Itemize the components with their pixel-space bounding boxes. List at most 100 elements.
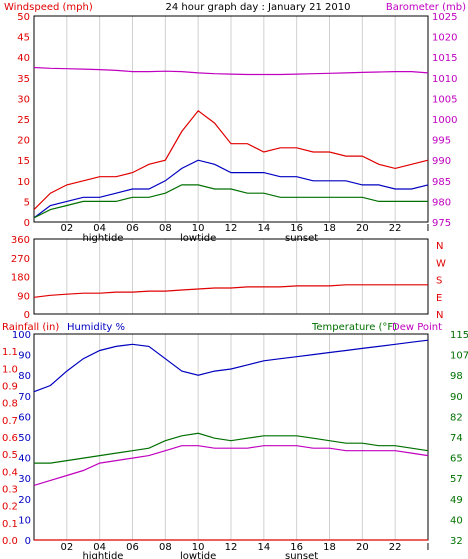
x-tick-label: 08 xyxy=(159,542,172,553)
x-tick-label: 18 xyxy=(323,223,336,234)
barometer-axis-label: Barometer (mb) xyxy=(386,2,466,13)
wind-panel-frame xyxy=(33,15,429,223)
temperature-tick-label: 90 xyxy=(450,392,463,403)
rain-tick-label: 0.3 xyxy=(2,485,18,496)
series-direction xyxy=(33,284,428,298)
y-tick-label: 30 xyxy=(17,94,30,105)
humidity-tick-label: 40 xyxy=(18,454,31,465)
y2-tick-label: 1010 xyxy=(432,74,457,85)
y2-tick-label: 995 xyxy=(432,136,451,147)
humidity-tick-label: 30 xyxy=(18,474,31,485)
rain-tick-label: 0.6 xyxy=(2,433,18,444)
rain-tick-label: 0.9 xyxy=(2,382,18,393)
temperature-tick-label: 115 xyxy=(450,330,468,341)
y-tick-label: 10 xyxy=(17,177,30,188)
x-tick-label: 14 xyxy=(257,223,270,234)
y-tick-label: 20 xyxy=(17,136,30,147)
humidity-tick-label: 50 xyxy=(18,433,31,444)
x-tick-label: I xyxy=(427,542,430,553)
compass-label: W xyxy=(436,258,446,269)
x-tick-label: 04 xyxy=(93,223,106,234)
y2-tick-label: 1005 xyxy=(432,94,457,105)
temperature-tick-label: 49 xyxy=(450,495,463,506)
vertical-grid xyxy=(66,16,429,222)
x-tick-label: 22 xyxy=(389,223,402,234)
x-tick-label: 06 xyxy=(126,223,139,234)
humidity-tick-label: 20 xyxy=(18,495,31,506)
series-temperature xyxy=(34,432,429,464)
temperature-tick-label: 74 xyxy=(450,433,463,444)
y2-tick-label: 1020 xyxy=(432,33,457,44)
y-tick-label: 180 xyxy=(11,273,30,284)
rain-tick-label: 0.2 xyxy=(2,502,18,513)
y-tick-label: 35 xyxy=(17,74,30,85)
direction-panel-frame xyxy=(33,238,429,315)
x-tick-label: 14 xyxy=(257,542,270,553)
x-marker-label: hightide xyxy=(82,551,123,559)
x-tick-label: 10 xyxy=(192,542,205,553)
x-tick-label: 20 xyxy=(356,542,369,553)
rain-tick-label: 0.4 xyxy=(2,467,18,478)
series-gust xyxy=(33,109,429,211)
y2-tick-label: 985 xyxy=(432,177,451,188)
y2-tick-label: 1015 xyxy=(432,53,457,64)
humidity-tick-label: 60 xyxy=(18,412,31,423)
x-tick-label: 22 xyxy=(389,542,402,553)
rain-tick-label: 0.5 xyxy=(2,450,18,461)
x-tick-label: 20 xyxy=(356,223,369,234)
y2-tick-label: 1025 xyxy=(432,12,457,23)
series-humidity xyxy=(33,339,429,393)
y-tick-label: 50 xyxy=(17,12,30,23)
humidity-tick-label: 0 xyxy=(25,536,31,547)
x-tick-label: I xyxy=(427,223,430,234)
temperature-tick-label: 57 xyxy=(450,474,463,485)
y2-tick-label: 990 xyxy=(432,156,451,167)
compass-label: E xyxy=(436,293,442,304)
temperature-tick-label: 65 xyxy=(450,454,463,465)
x-tick-label: 08 xyxy=(159,223,172,234)
x-tick-label: 06 xyxy=(126,542,139,553)
x-tick-label: 02 xyxy=(60,542,73,553)
temperature-tick-label: 82 xyxy=(450,412,463,423)
chart-panels: 0510152025303540455097598098599099510001… xyxy=(2,12,468,559)
rain-tick-label: 0.1 xyxy=(2,519,18,530)
temperature-tick-label: 107 xyxy=(450,351,468,362)
series-barometer xyxy=(33,66,429,76)
y-tick-label: 0 xyxy=(24,310,30,321)
rain-tick-label: 0.7 xyxy=(2,416,18,427)
x-tick-label: 18 xyxy=(323,542,336,553)
chart-title: 24 hour graph day : January 21 2010 xyxy=(166,2,351,13)
windspeed-axis-label: Windspeed (mph) xyxy=(4,2,93,13)
temperature-tick-label: 32 xyxy=(450,536,463,547)
series-dewpoint xyxy=(33,445,429,486)
x-tick-label: 04 xyxy=(93,542,106,553)
x-marker-label: sunset xyxy=(285,551,318,559)
y-tick-label: 40 xyxy=(17,53,30,64)
humidity-axis-label: Humidity % xyxy=(67,322,125,333)
y-tick-label: 0 xyxy=(24,218,30,229)
y-tick-label: 45 xyxy=(17,33,30,44)
series-average xyxy=(33,159,429,219)
rain-tick-label: 0.8 xyxy=(2,399,18,410)
humidity-tick-label: 10 xyxy=(18,515,31,526)
y-tick-label: 360 xyxy=(11,235,30,246)
y2-tick-label: 980 xyxy=(432,197,451,208)
y-tick-label: 25 xyxy=(17,115,30,126)
humidity-tick-label: 80 xyxy=(18,371,31,382)
x-tick-label: 02 xyxy=(60,223,73,234)
x-marker-label: lowtide xyxy=(180,551,216,559)
x-tick-label: 16 xyxy=(290,542,303,553)
temperature-tick-label: 98 xyxy=(450,371,463,382)
vertical-grid xyxy=(66,239,429,314)
temperature-axis-label: Temperature (°F) xyxy=(311,322,397,333)
x-tick-label: 10 xyxy=(192,223,205,234)
y-tick-label: 5 xyxy=(24,197,30,208)
humidity-tick-label: 90 xyxy=(18,351,31,362)
rain-tick-label: 1.0 xyxy=(2,364,18,375)
y-tick-label: 270 xyxy=(11,254,30,265)
y-tick-label: 15 xyxy=(17,156,30,167)
rain-tick-label: 0.0 xyxy=(2,536,18,547)
x-tick-label: 16 xyxy=(290,223,303,234)
compass-label: S xyxy=(436,276,442,287)
